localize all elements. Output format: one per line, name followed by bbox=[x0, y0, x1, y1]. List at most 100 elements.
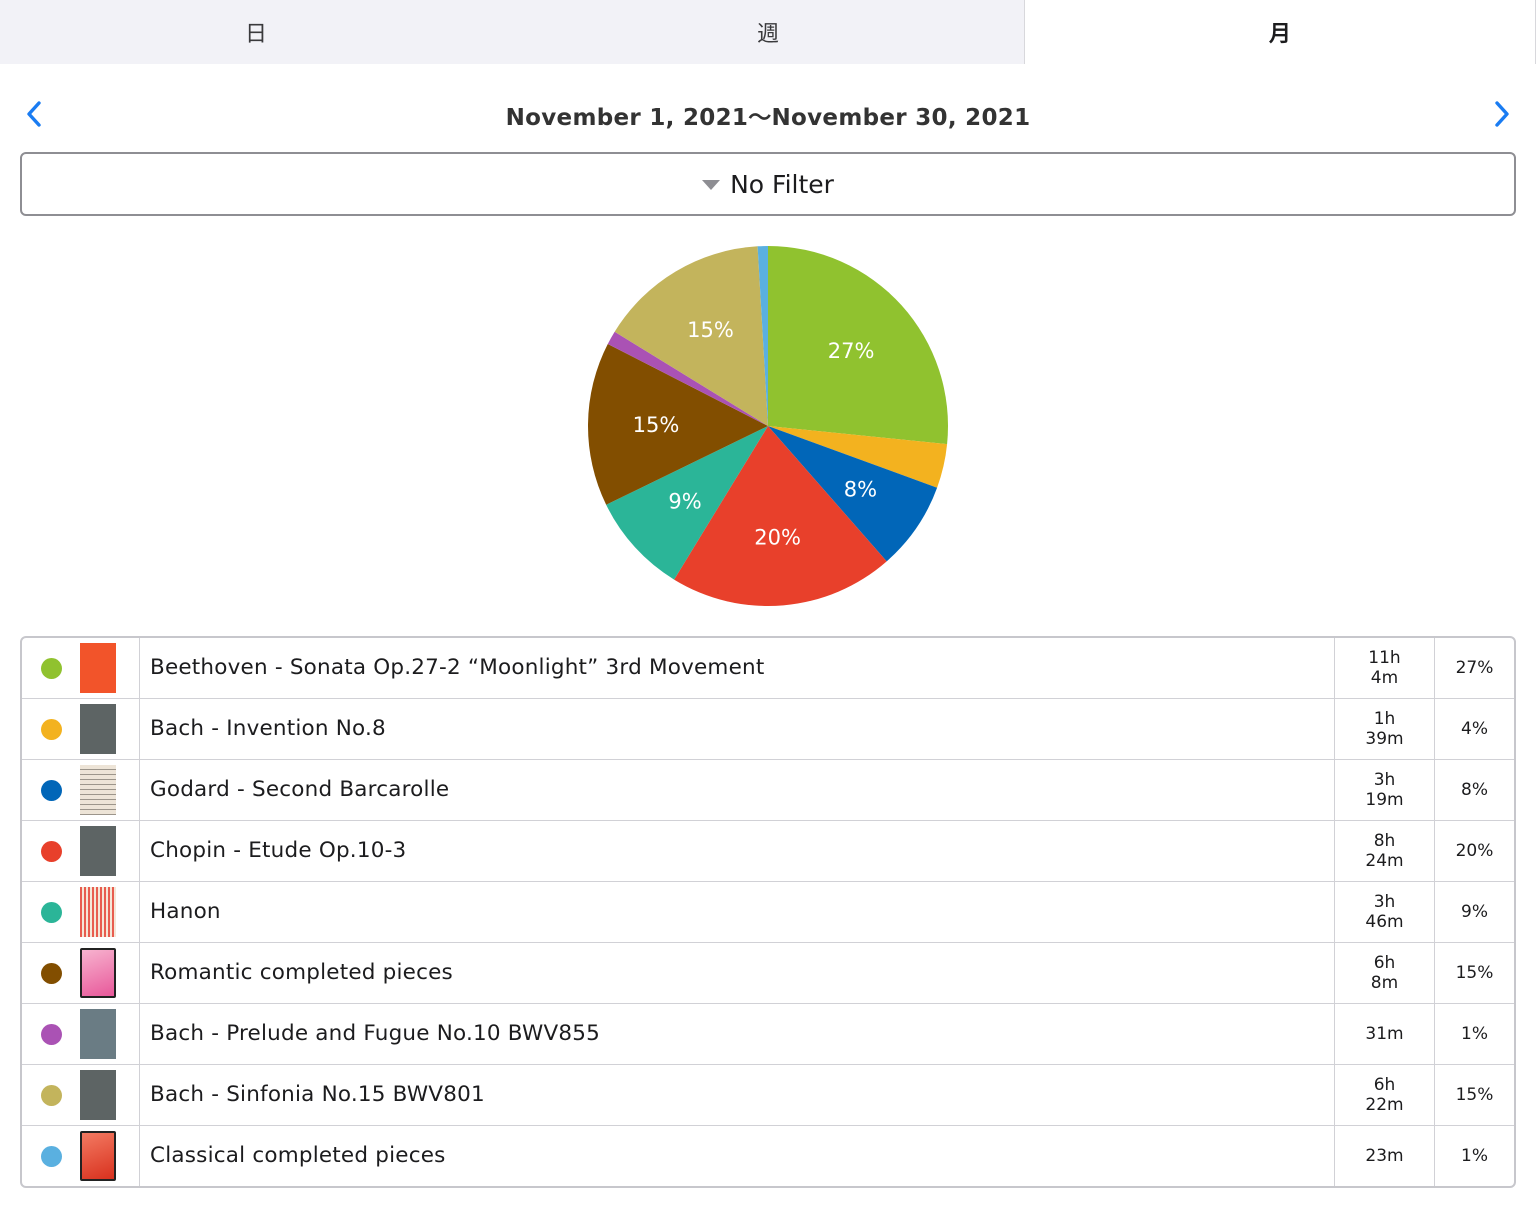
pie-slice[interactable] bbox=[607, 331, 768, 426]
time-part: 3h bbox=[1373, 770, 1396, 790]
tab-month-label: 月 bbox=[1268, 22, 1291, 47]
color-dot-cell bbox=[22, 638, 80, 698]
color-dot bbox=[40, 718, 62, 740]
table-row[interactable]: Hanon 3h 46m 9% bbox=[22, 882, 1514, 943]
color-dot bbox=[40, 962, 62, 984]
period-segmented-control: 日 週 月 bbox=[0, 0, 1536, 64]
pie-slice-label: 15% bbox=[687, 318, 734, 342]
time-part: 11h bbox=[1368, 648, 1401, 668]
caret-down-icon bbox=[702, 180, 721, 190]
table-row[interactable]: Classical completed pieces 23m 1% bbox=[22, 1126, 1514, 1186]
chevron-right-icon bbox=[1495, 101, 1509, 127]
tab-day[interactable]: 日 bbox=[0, 0, 512, 64]
time-part: 24m bbox=[1365, 851, 1404, 871]
thumbnail-cell bbox=[80, 1126, 140, 1186]
practice-percent: 27% bbox=[1434, 638, 1514, 698]
table-row[interactable]: Romantic completed pieces 6h 8m 15% bbox=[22, 943, 1514, 1004]
color-dot-cell bbox=[22, 1004, 80, 1064]
table-row[interactable]: Bach - Prelude and Fugue No.10 BWV855 31… bbox=[22, 1004, 1514, 1065]
practice-percent: 9% bbox=[1434, 882, 1514, 942]
time-part: 22m bbox=[1365, 1095, 1404, 1115]
previous-period-button[interactable] bbox=[14, 94, 54, 134]
practice-percent: 15% bbox=[1434, 1065, 1514, 1125]
piece-title: Godard - Second Barcarolle bbox=[150, 777, 450, 802]
time-part: 6h bbox=[1373, 953, 1396, 973]
table-row[interactable]: Chopin - Etude Op.10-3 8h 24m 20% bbox=[22, 821, 1514, 882]
table-row[interactable]: Bach - Sinfonia No.15 BWV801 6h 22m 15% bbox=[22, 1065, 1514, 1126]
score-thumbnail bbox=[80, 704, 116, 754]
practice-percent: 4% bbox=[1434, 699, 1514, 759]
piece-title: Classical completed pieces bbox=[150, 1143, 446, 1168]
time-part: 8m bbox=[1370, 973, 1399, 993]
pieces-table: Beethoven - Sonata Op.27-2 “Moonlight” 3… bbox=[20, 636, 1516, 1188]
pie-slice-label: 27% bbox=[828, 339, 875, 363]
thumbnail-cell bbox=[80, 1004, 140, 1064]
filter-dropdown[interactable]: No Filter bbox=[20, 152, 1516, 216]
color-dot bbox=[40, 1145, 62, 1167]
piece-title: Hanon bbox=[150, 899, 221, 924]
piece-title: Chopin - Etude Op.10-3 bbox=[150, 838, 407, 863]
practice-percent: 20% bbox=[1434, 821, 1514, 881]
thumbnail-cell bbox=[80, 760, 140, 820]
thumbnail-cell bbox=[80, 1065, 140, 1125]
color-dot-cell bbox=[22, 821, 80, 881]
score-thumbnail bbox=[80, 1009, 116, 1059]
time-part: 8h bbox=[1373, 831, 1396, 851]
score-thumbnail bbox=[80, 887, 116, 937]
piece-title: Bach - Invention No.8 bbox=[150, 716, 386, 741]
time-part: 46m bbox=[1365, 912, 1404, 932]
filter-label: No Filter bbox=[730, 169, 834, 199]
practice-time: 8h 24m bbox=[1334, 821, 1434, 881]
piece-title: Bach - Prelude and Fugue No.10 BWV855 bbox=[150, 1021, 600, 1046]
pie-slice-label: 8% bbox=[844, 477, 877, 501]
color-dot-cell bbox=[22, 943, 80, 1003]
chevron-left-icon bbox=[27, 101, 41, 127]
pie-slice[interactable] bbox=[757, 246, 768, 426]
time-part: 23m bbox=[1365, 1146, 1404, 1166]
time-part: 1h bbox=[1373, 709, 1396, 729]
color-dot-cell bbox=[22, 760, 80, 820]
time-part: 4m bbox=[1370, 668, 1399, 688]
pie-slice[interactable] bbox=[606, 426, 768, 580]
practice-time: 3h 19m bbox=[1334, 760, 1434, 820]
practice-percent: 8% bbox=[1434, 760, 1514, 820]
piece-title: Bach - Sinfonia No.15 BWV801 bbox=[150, 1082, 485, 1107]
date-range-row: November 1, 2021〜November 30, 2021 bbox=[0, 82, 1536, 148]
time-part: 31m bbox=[1365, 1024, 1404, 1044]
score-thumbnail bbox=[80, 948, 116, 998]
pie-slice-label: 9% bbox=[668, 489, 701, 513]
next-period-button[interactable] bbox=[1482, 94, 1522, 134]
table-row[interactable]: Bach - Invention No.8 1h 39m 4% bbox=[22, 699, 1514, 760]
practice-percent: 1% bbox=[1434, 1004, 1514, 1064]
tab-month[interactable]: 月 bbox=[1024, 0, 1536, 64]
pie-slice[interactable] bbox=[768, 426, 948, 488]
color-dot bbox=[40, 901, 62, 923]
thumbnail-cell bbox=[80, 882, 140, 942]
time-part: 6h bbox=[1373, 1075, 1396, 1095]
pie-slice[interactable] bbox=[614, 246, 768, 426]
practice-time: 6h 8m bbox=[1334, 943, 1434, 1003]
pie-slice[interactable] bbox=[768, 426, 938, 562]
pie-slice[interactable] bbox=[587, 343, 768, 505]
practice-time: 23m bbox=[1334, 1126, 1434, 1186]
pie-slice[interactable] bbox=[674, 426, 887, 607]
table-row[interactable]: Godard - Second Barcarolle 3h 19m 8% bbox=[22, 760, 1514, 821]
practice-percent: 1% bbox=[1434, 1126, 1514, 1186]
score-thumbnail bbox=[80, 1131, 116, 1181]
thumbnail-cell bbox=[80, 821, 140, 881]
tab-day-label: 日 bbox=[244, 22, 267, 47]
pie-slice[interactable] bbox=[768, 246, 949, 445]
time-part: 39m bbox=[1365, 729, 1404, 749]
score-thumbnail bbox=[80, 1070, 116, 1120]
color-dot-cell bbox=[22, 699, 80, 759]
color-dot bbox=[40, 840, 62, 862]
table-row[interactable]: Beethoven - Sonata Op.27-2 “Moonlight” 3… bbox=[22, 638, 1514, 699]
tab-week[interactable]: 週 bbox=[512, 0, 1024, 64]
time-part: 3h bbox=[1373, 892, 1396, 912]
practice-time: 3h 46m bbox=[1334, 882, 1434, 942]
tab-week-label: 週 bbox=[756, 22, 779, 47]
thumbnail-cell bbox=[80, 699, 140, 759]
date-range-label: November 1, 2021〜November 30, 2021 bbox=[505, 105, 1031, 131]
piece-title: Beethoven - Sonata Op.27-2 “Moonlight” 3… bbox=[150, 655, 765, 680]
thumbnail-cell bbox=[80, 943, 140, 1003]
